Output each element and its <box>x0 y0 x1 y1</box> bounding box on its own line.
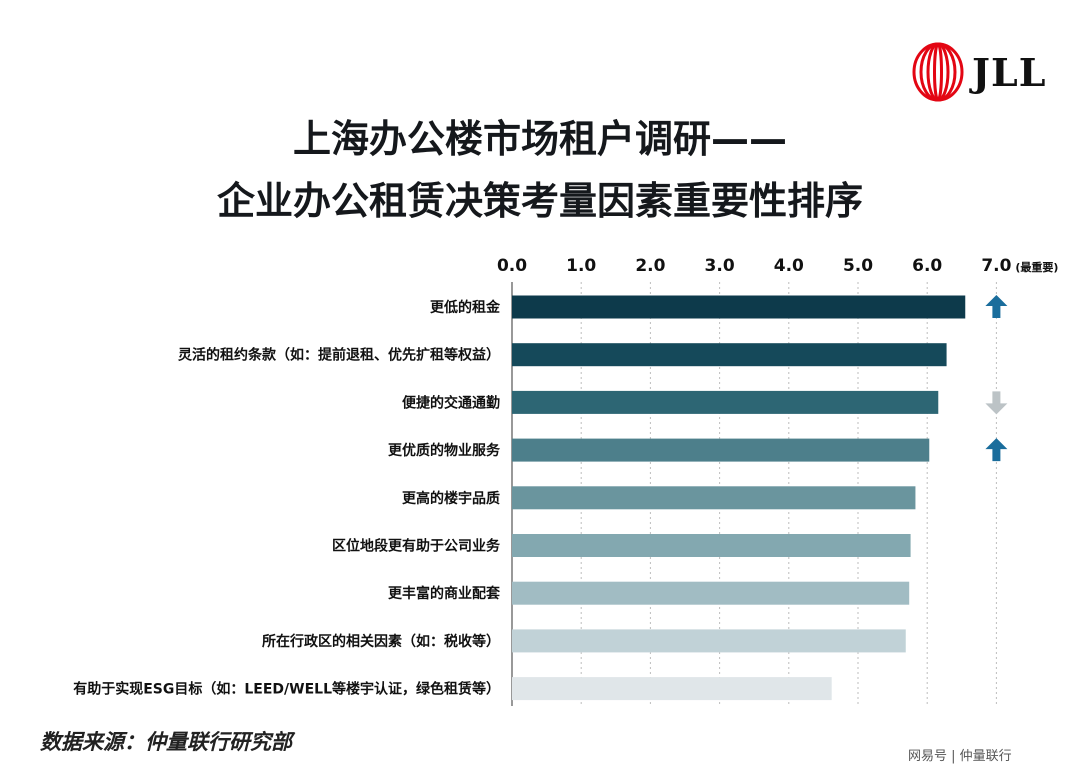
trend-up-arrow-icon <box>985 295 1008 318</box>
jll-logo: JLL <box>912 42 1046 102</box>
x-tick-label: 6.0 <box>912 256 942 276</box>
x-tick-label: 5.0 <box>843 256 873 276</box>
data-source-note: 数据来源：仲量联行研究部 <box>40 730 292 754</box>
category-label: 有助于实现ESG目标（如：LEED/WELL等楼宇认证，绿色租赁等） <box>73 681 500 698</box>
chart-title: 上海办公楼市场租户调研—— 企业办公租赁决策考量因素重要性排序 <box>0 108 1080 232</box>
bar <box>512 343 947 367</box>
x-tick-label: 3.0 <box>705 256 735 276</box>
category-label: 灵活的租约条款（如：提前退租、优先扩租等权益） <box>178 347 500 364</box>
trend-down-arrow-icon <box>985 391 1008 415</box>
bar <box>512 581 910 605</box>
x-tick-label: 1.0 <box>566 256 596 276</box>
x-axis-max-note: (最重要) <box>1015 260 1058 274</box>
bar <box>512 295 966 319</box>
chart-title-line-1: 上海办公楼市场租户调研—— <box>292 117 787 161</box>
bar <box>512 390 939 414</box>
x-tick-label: 0.0 <box>497 256 527 276</box>
category-label: 更高的楼宇品质 <box>402 490 500 507</box>
bar <box>512 486 916 510</box>
watermark: 网易号 | 仲量联行 <box>908 749 1012 764</box>
bar <box>512 438 930 462</box>
category-label: 所在行政区的相关因素（如：税收等） <box>262 633 500 650</box>
x-tick-label: 2.0 <box>635 256 665 276</box>
bar <box>512 534 911 557</box>
logo-text: JLL <box>972 49 1047 95</box>
category-label: 区位地段更有助于公司业务 <box>332 538 501 555</box>
trend-up-arrow-icon <box>985 438 1008 462</box>
bar <box>512 677 832 701</box>
category-label: 更低的租金 <box>430 299 501 316</box>
x-tick-label: 4.0 <box>774 256 804 276</box>
bar <box>512 629 906 653</box>
category-label: 更丰富的商业配套 <box>388 585 500 602</box>
jll-logo-icon <box>912 42 964 102</box>
category-label: 更优质的物业服务 <box>388 442 501 459</box>
category-label: 便捷的交通通勤 <box>402 394 500 411</box>
x-tick-label: 7.0 <box>981 256 1011 276</box>
chart-title-line-2: 企业办公租赁决策考量因素重要性排序 <box>216 179 863 223</box>
